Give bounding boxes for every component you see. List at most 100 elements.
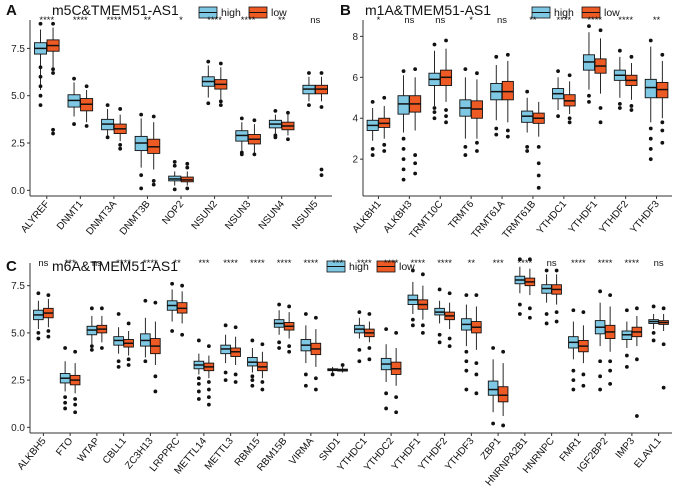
y-tick-label: 8 bbox=[352, 32, 358, 43]
legend-label-high: high bbox=[221, 7, 241, 19]
outlier-point bbox=[648, 38, 653, 43]
outlier-point bbox=[143, 298, 148, 303]
outlier-point bbox=[437, 287, 442, 292]
outlier-point bbox=[661, 306, 666, 311]
box-low bbox=[247, 118, 261, 157]
x-tick-label: NSUN2 bbox=[190, 199, 220, 232]
outlier-point bbox=[494, 54, 499, 59]
box-low bbox=[532, 101, 545, 190]
outlier-point bbox=[84, 84, 89, 89]
outlier-point bbox=[38, 21, 43, 26]
outlier-point bbox=[651, 338, 656, 343]
outlier-point bbox=[319, 105, 324, 109]
box-high bbox=[273, 302, 285, 350]
outlier-point bbox=[660, 140, 665, 145]
y-tick-label: 2 bbox=[352, 155, 358, 166]
outlier-point bbox=[99, 306, 104, 311]
outlier-point bbox=[126, 321, 131, 326]
outlier-point bbox=[634, 306, 639, 311]
outlier-point bbox=[303, 312, 308, 316]
iqr-box bbox=[487, 380, 499, 396]
x-tick-label: METTL3 bbox=[203, 436, 236, 473]
outlier-point bbox=[223, 370, 228, 375]
outlier-point bbox=[38, 74, 43, 79]
outlier-point bbox=[73, 349, 78, 354]
outlier-point bbox=[287, 349, 292, 354]
outlier-point bbox=[99, 346, 104, 350]
box-high bbox=[487, 346, 499, 426]
outlier-point bbox=[505, 52, 510, 57]
box-high bbox=[220, 323, 231, 383]
box-high bbox=[582, 24, 595, 104]
outlier-point bbox=[38, 103, 43, 108]
box-high bbox=[268, 108, 282, 140]
outlier-point bbox=[330, 372, 335, 377]
outlier-point bbox=[556, 114, 560, 119]
outlier-point bbox=[89, 306, 94, 311]
outlier-point bbox=[139, 173, 144, 178]
outlier-point bbox=[46, 329, 51, 333]
box-high bbox=[594, 289, 606, 392]
outlier-point bbox=[463, 67, 468, 72]
box-low bbox=[551, 268, 562, 324]
outlier-point bbox=[464, 387, 469, 392]
box-low bbox=[470, 71, 483, 153]
significance-label: **** bbox=[223, 258, 238, 269]
outlier-point bbox=[105, 103, 110, 108]
outlier-point bbox=[38, 84, 43, 89]
outlier-point bbox=[464, 349, 469, 354]
x-tick-label: NSUN4 bbox=[257, 199, 287, 232]
outlier-point bbox=[196, 397, 201, 401]
box-high bbox=[34, 21, 47, 108]
outlier-point bbox=[624, 353, 629, 358]
outlier-point bbox=[73, 410, 78, 415]
outlier-point bbox=[413, 161, 418, 166]
outlier-point bbox=[170, 329, 175, 333]
outlier-point bbox=[581, 372, 586, 377]
outlier-point bbox=[63, 346, 68, 350]
outlier-point bbox=[252, 152, 257, 157]
outlier-point bbox=[432, 116, 437, 121]
outlier-point bbox=[598, 374, 603, 379]
box-high bbox=[552, 69, 565, 119]
outlier-point bbox=[420, 330, 425, 335]
outlier-point bbox=[319, 173, 324, 178]
outlier-point bbox=[651, 304, 656, 309]
significance-label: **** bbox=[587, 15, 602, 26]
box-low bbox=[501, 52, 514, 139]
box-low bbox=[594, 28, 607, 125]
legend-label-low: low bbox=[604, 7, 620, 19]
outlier-point bbox=[394, 410, 399, 415]
outlier-point bbox=[273, 108, 278, 113]
significance-label: **** bbox=[250, 258, 265, 269]
outlier-point bbox=[51, 21, 55, 26]
outlier-point bbox=[536, 185, 541, 190]
y-tick-label: 6 bbox=[352, 73, 358, 84]
outlier-point bbox=[437, 340, 442, 345]
outlier-point bbox=[105, 135, 110, 140]
significance-label: **** bbox=[598, 258, 613, 269]
box-low bbox=[524, 257, 536, 320]
box-high bbox=[434, 287, 445, 345]
outlier-point bbox=[250, 374, 255, 379]
outlier-point bbox=[116, 359, 121, 364]
outlier-point bbox=[38, 65, 43, 70]
outlier-point bbox=[51, 127, 55, 132]
outlier-point bbox=[567, 73, 572, 78]
outlier-point bbox=[277, 346, 282, 350]
outlier-point bbox=[648, 136, 653, 141]
outlier-point bbox=[517, 312, 522, 316]
x-tick-label: IMP3 bbox=[614, 436, 638, 461]
outlier-point bbox=[447, 344, 452, 349]
significance-label: **** bbox=[106, 15, 121, 26]
box-low bbox=[230, 325, 241, 384]
outlier-point bbox=[413, 171, 418, 176]
box-low bbox=[578, 310, 589, 388]
outlier-point bbox=[463, 144, 468, 149]
box-high bbox=[397, 69, 410, 182]
outlier-point bbox=[505, 128, 510, 133]
box-low bbox=[310, 315, 322, 392]
x-tick-label: YTHDF3 bbox=[443, 436, 477, 473]
outlier-point bbox=[598, 28, 603, 33]
outlier-point bbox=[648, 147, 653, 151]
